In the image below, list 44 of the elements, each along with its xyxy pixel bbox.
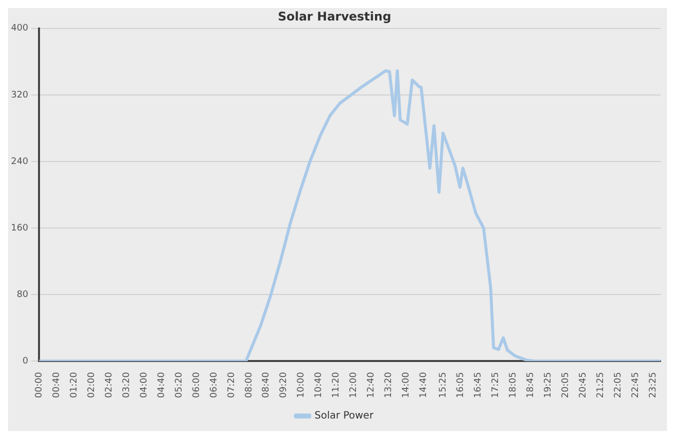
x-tick-label: 13:20 [384, 372, 394, 398]
x-tick-label: 10:40 [314, 372, 324, 398]
x-tick-label: 19:25 [544, 372, 554, 398]
x-tick-label: 00:00 [34, 372, 45, 398]
x-tick-label: 03:20 [122, 372, 132, 398]
x-tick-label: 10:00 [296, 372, 307, 398]
x-tick-label: 11:20 [332, 372, 342, 398]
x-tick-label: 02:40 [104, 372, 114, 398]
legend-label: Solar Power [314, 410, 374, 422]
x-tick-label: 06:40 [209, 372, 220, 398]
x-tick-label: 14:00 [402, 372, 412, 398]
x-tick-label: 22:45 [630, 372, 641, 398]
x-tick-label: 01:20 [69, 372, 80, 398]
x-tick-label: 05:20 [174, 372, 184, 398]
y-tick-label: 320 [10, 90, 28, 100]
x-tick-label: 20:45 [578, 372, 589, 398]
x-tick-label: 12:40 [366, 372, 377, 398]
x-tick-label: 18:05 [508, 372, 519, 398]
y-tick-label: 0 [22, 356, 28, 366]
x-tick-label: 09:20 [279, 372, 290, 398]
x-tick-label: 22:05 [614, 372, 624, 398]
x-tick-label: 00:40 [52, 372, 62, 398]
x-tick-label: 18:45 [526, 372, 536, 398]
y-tick-label: 160 [10, 223, 28, 234]
y-tick-label: 80 [16, 290, 28, 300]
x-tick-label: 07:20 [226, 372, 237, 398]
x-tick-label: 12:00 [349, 372, 360, 398]
x-tick-label: 16:45 [474, 372, 484, 398]
x-tick-label: 17:25 [491, 372, 502, 398]
x-tick-label: 08:00 [244, 372, 254, 398]
x-tick-label: 21:25 [596, 372, 606, 398]
y-tick-label: 240 [10, 156, 28, 167]
x-tick-label: 02:00 [86, 372, 97, 398]
x-tick-label: 16:05 [456, 372, 466, 398]
x-tick-label: 15:25 [438, 372, 449, 398]
x-tick-label: 23:25 [648, 372, 658, 398]
x-tick-label: 06:00 [192, 372, 202, 398]
y-tick-label: 400 [10, 24, 28, 34]
x-tick-label: 08:40 [262, 372, 272, 398]
x-tick-label: 04:40 [156, 372, 167, 398]
x-tick-label: 20:05 [561, 372, 572, 398]
chart-title: Solar Harvesting [278, 9, 392, 24]
x-tick-label: 14:40 [419, 372, 430, 398]
x-tick-label: 04:00 [139, 372, 150, 398]
